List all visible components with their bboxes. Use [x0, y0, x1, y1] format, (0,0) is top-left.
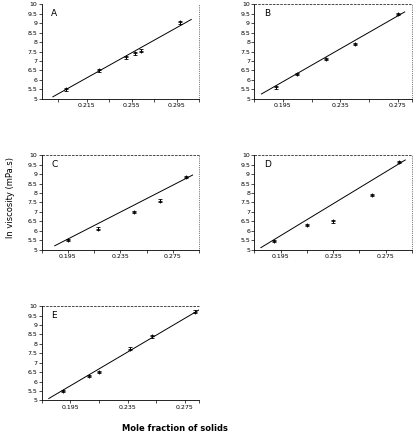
- Text: A: A: [51, 9, 57, 18]
- Text: D: D: [264, 160, 271, 169]
- Text: C: C: [51, 160, 57, 169]
- Text: B: B: [264, 9, 270, 18]
- Text: ln viscosity (mPa.s): ln viscosity (mPa.s): [6, 158, 15, 238]
- Text: E: E: [51, 311, 57, 320]
- Text: Mole fraction of solids: Mole fraction of solids: [122, 425, 228, 433]
